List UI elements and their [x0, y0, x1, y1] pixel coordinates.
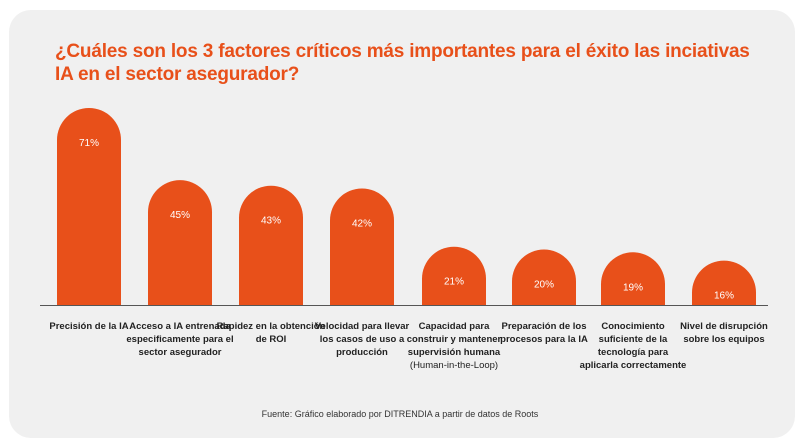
- category-text: Velocidad para llevar los casos de uso a…: [314, 321, 410, 358]
- category-text: Rapidez en la obtención de ROI: [216, 321, 326, 345]
- category-label: Capacidad para construir y mantener supe…: [399, 320, 509, 372]
- source-note: Fuente: Gráfico elaborado por DITRENDIA …: [261, 409, 539, 419]
- category-label: Rapidez en la obtención de ROI: [216, 320, 326, 346]
- bar-data-label: 21%: [444, 277, 464, 288]
- bar: [422, 246, 486, 305]
- bar: [692, 260, 756, 305]
- category-text: Preparación de los procesos para la IA: [500, 321, 588, 345]
- category-label: Preparación de los procesos para la IA: [489, 320, 599, 346]
- bar: [512, 249, 576, 305]
- bar-data-label: 43%: [261, 216, 281, 227]
- category-label: Acceso a IA entrenada especificamente pa…: [125, 320, 235, 359]
- category-text: Nivel de disrupción sobre los equipos: [680, 321, 768, 345]
- category-label: Nivel de disrupción sobre los equipos: [669, 320, 779, 346]
- bar-data-label: 71%: [79, 138, 99, 149]
- category-label: Conocimiento suficiente de la tecnología…: [578, 320, 688, 372]
- category-text: Conocimiento suficiente de la tecnología…: [579, 321, 687, 371]
- category-text: Precisión de la IA: [49, 321, 129, 332]
- bar-data-label: 45%: [170, 210, 190, 221]
- category-note: (Human-in-the-Loop): [409, 360, 499, 371]
- bar: [57, 108, 121, 305]
- category-label: Precisión de la IA: [34, 320, 144, 333]
- bar-data-label: 19%: [623, 282, 643, 293]
- bar-data-label: 16%: [714, 291, 734, 302]
- bar: [148, 180, 212, 305]
- bar: [330, 188, 394, 305]
- bar: [239, 185, 303, 305]
- bar-data-label: 20%: [534, 280, 554, 291]
- category-label: Velocidad para llevar los casos de uso a…: [307, 320, 417, 359]
- bar-data-label: 42%: [352, 218, 372, 229]
- chart-title: ¿Cuáles son los 3 factores críticos más …: [55, 41, 750, 85]
- category-text: Capacidad para construir y mantener supe…: [406, 321, 502, 358]
- chart-card: [9, 10, 795, 438]
- category-text: Acceso a IA entrenada especificamente pa…: [126, 321, 234, 358]
- bar: [601, 252, 665, 305]
